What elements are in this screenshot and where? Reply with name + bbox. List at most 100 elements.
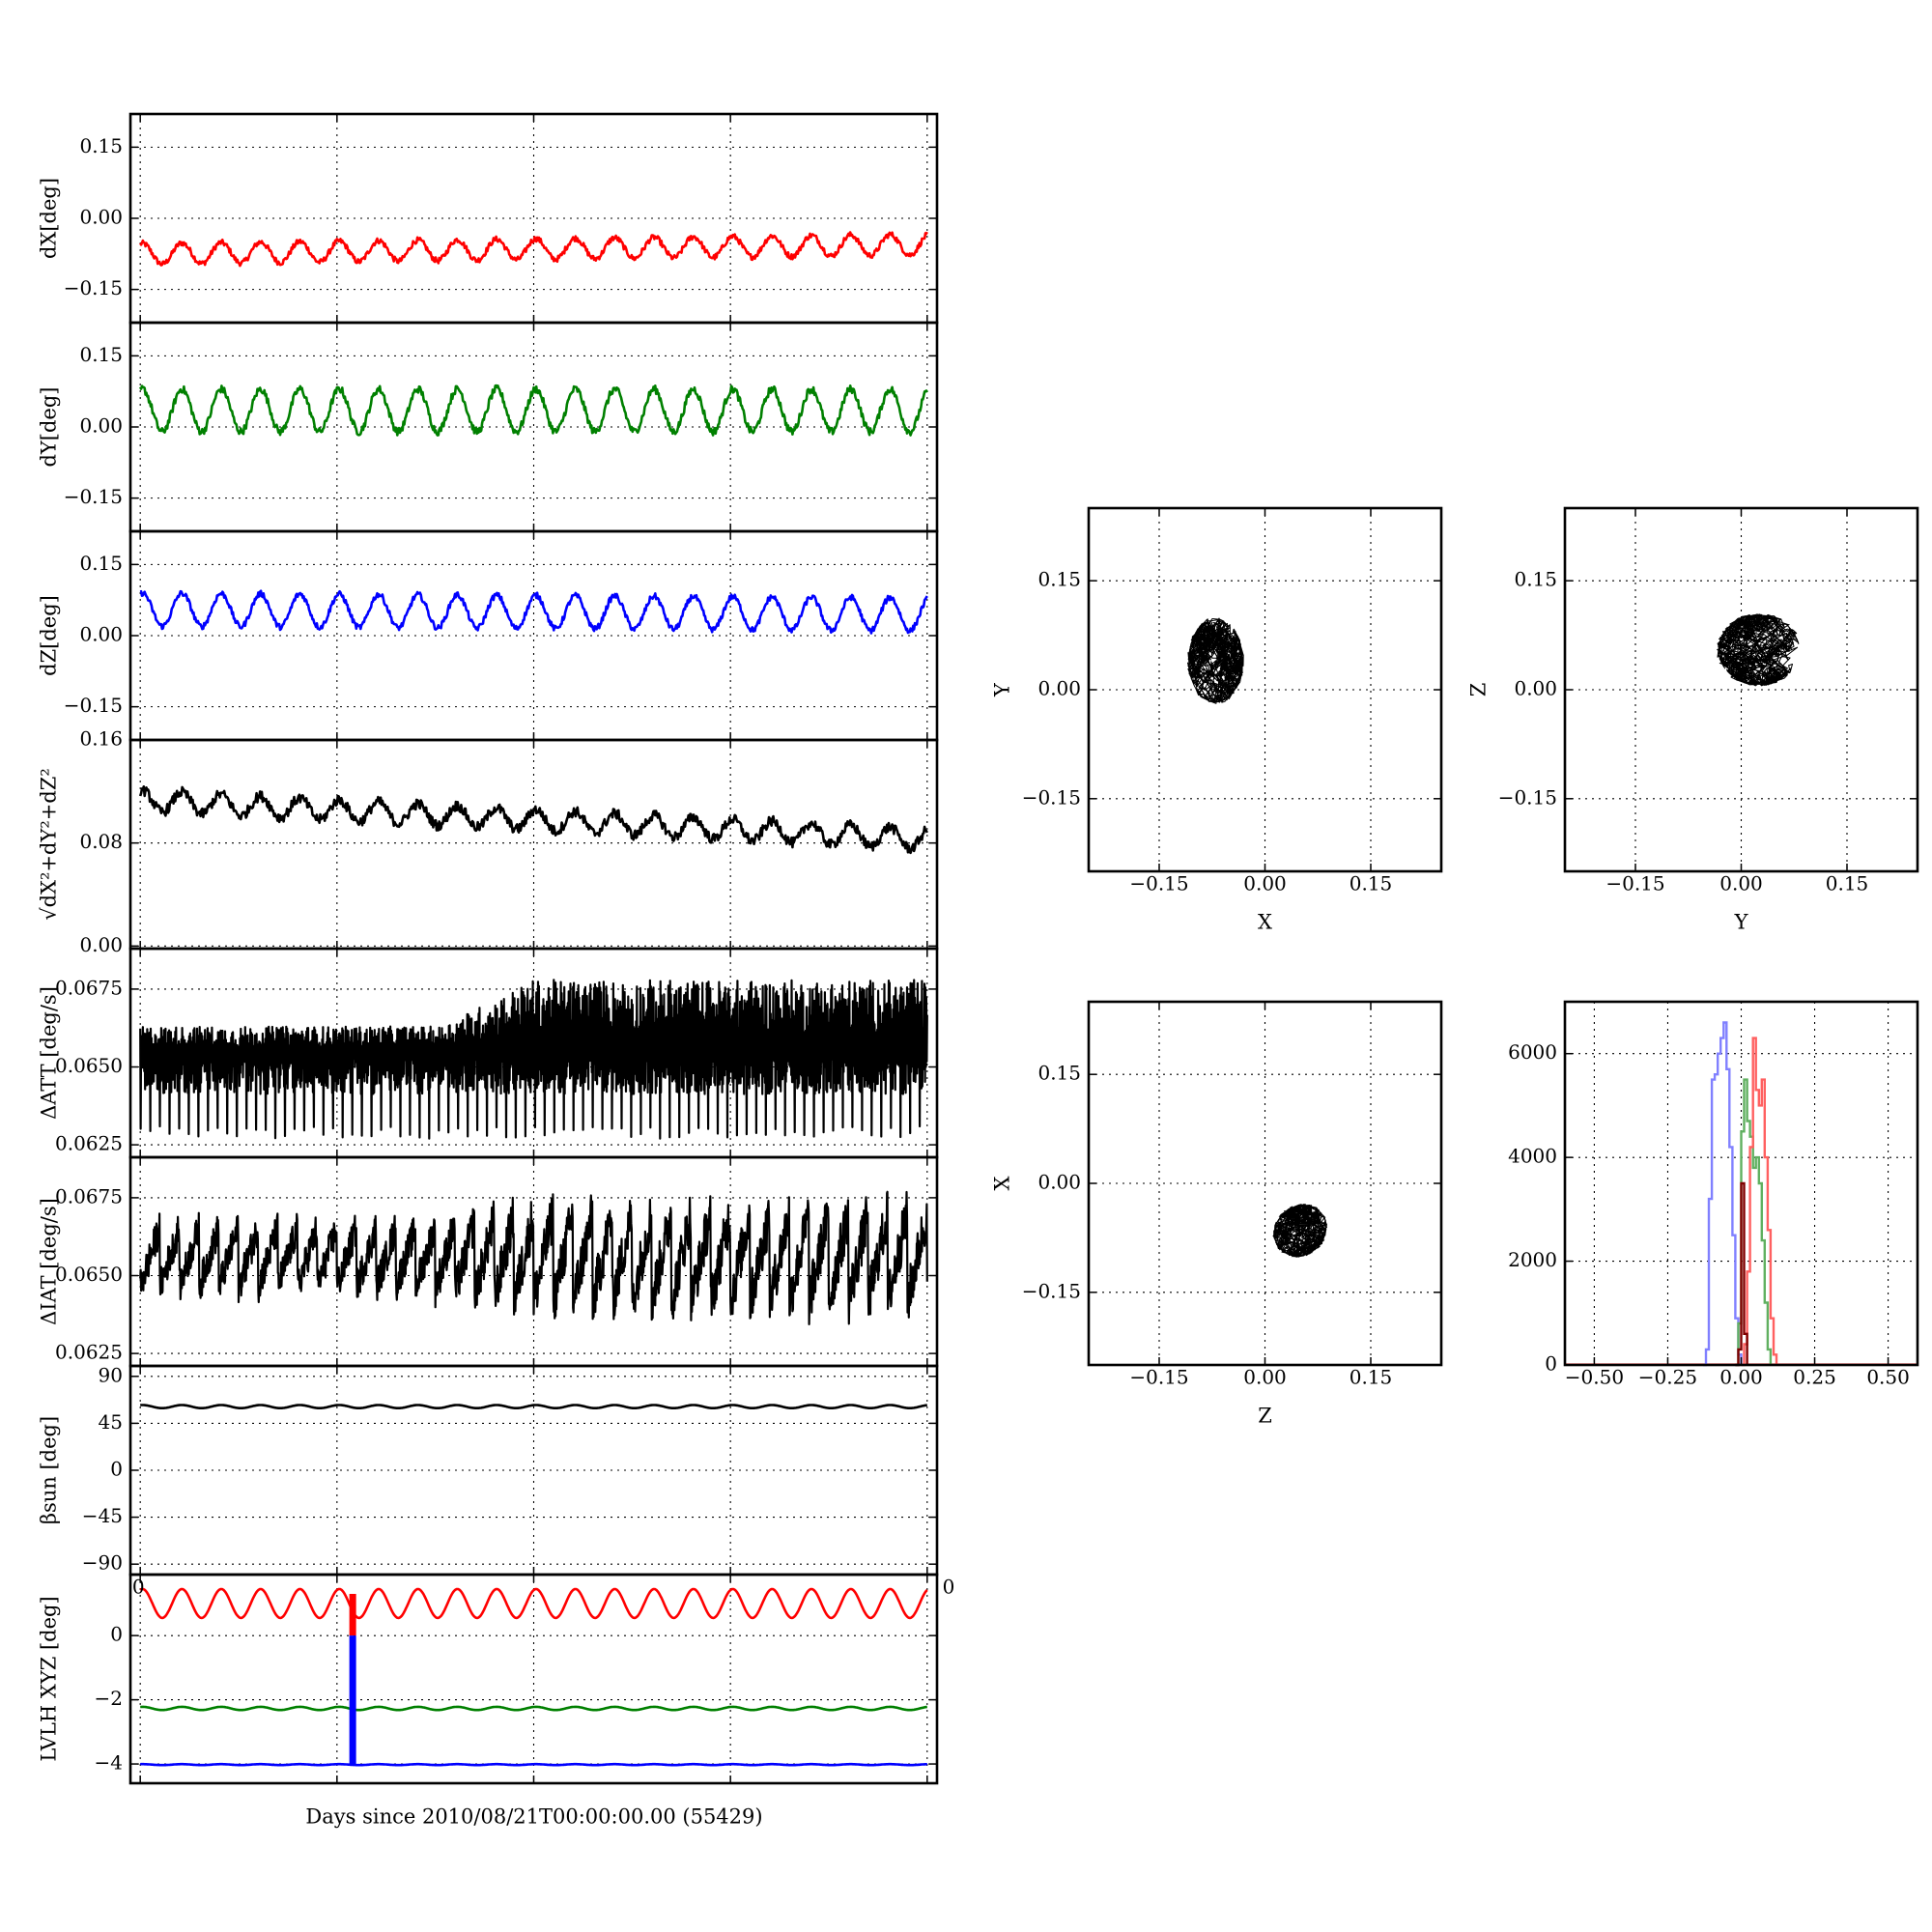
- histogram-series-2: [1735, 1078, 1773, 1367]
- x-tick-label: −0.15: [1129, 1366, 1188, 1389]
- histogram-series-1: [1703, 1021, 1743, 1367]
- y-axis-label: dX[deg]: [38, 178, 61, 259]
- y-tick-label: 0.0675: [55, 1184, 123, 1208]
- y-tick-label: 0.08: [79, 830, 123, 853]
- series-line-1: [139, 231, 928, 268]
- x-axis-label: Z: [1258, 1405, 1272, 1428]
- y-tick-label: 90: [99, 1363, 123, 1386]
- histogram-panel: −0.50 −0.25 0.00 0.25 0.50 6000 4000 2000 0: [1508, 1000, 1919, 1389]
- y-tick-label: 0: [110, 1623, 123, 1646]
- histogram-series-4: [1735, 1181, 1748, 1367]
- y-tick-label: 2000: [1508, 1248, 1557, 1271]
- series-line-3: [139, 1762, 928, 1767]
- scatter-trace: [1187, 617, 1244, 704]
- y-tick-label: 4000: [1508, 1145, 1557, 1168]
- y-tick-label: −0.15: [1022, 1279, 1081, 1302]
- y-tick-label: 0.00: [1037, 677, 1081, 700]
- timeseries-panel-5: 0.0675 0.0650 0.0625 ΔATT [deg/s]: [38, 947, 939, 1159]
- x-tick-label: −0.25: [1638, 1366, 1697, 1389]
- y-tick-label: 0.15: [79, 343, 123, 366]
- y-axis-label: βsun [deg]: [38, 1416, 61, 1524]
- x-tick-label: 0.15: [1826, 872, 1869, 895]
- x-tick-label: 0: [943, 1576, 955, 1599]
- scatter-trace: [1272, 1204, 1328, 1258]
- y-tick-label: 0.16: [79, 727, 123, 751]
- y-tick-label: 0.0675: [55, 976, 123, 999]
- timeseries-panel-8: 0 −2 −4 LVLH XYZ [deg] 0 0 Days since 2010/08/…: [38, 1573, 955, 1829]
- series-line-1: [139, 1190, 928, 1325]
- x-tick-label: 0.15: [1350, 872, 1393, 895]
- y-axis-label: √dX²+dY²+dZ²: [38, 768, 61, 921]
- y-tick-label: 0.0650: [55, 1263, 123, 1286]
- y-axis-label: Y: [991, 682, 1014, 697]
- timeseries-panel-6: 0.0675 0.0650 0.0625 ΔIAT [deg/s]: [38, 1155, 939, 1368]
- y-tick-label: 0.15: [1514, 568, 1557, 591]
- scatter-panel-3: −0.15 0.00 0.15 0.15 0.00 −0.15 Z X: [991, 1000, 1443, 1428]
- x-tick-label: −0.15: [1129, 872, 1188, 895]
- x-axis-label: X: [1258, 911, 1272, 934]
- timeseries-panel-4: 0.16 0.08 0.00 √dX²+dY²+dZ²: [38, 727, 939, 956]
- y-axis-label: ΔATT [deg/s]: [38, 986, 61, 1120]
- y-axis-label: X: [991, 1176, 1014, 1190]
- timeseries-panel-7: 90 45 0 −45 −90 βsun [deg]: [38, 1363, 939, 1577]
- y-tick-label: 0.00: [1037, 1171, 1081, 1194]
- x-tick-label: 0.00: [1719, 872, 1763, 895]
- y-tick-label: −90: [82, 1551, 123, 1575]
- x-axis-label: Y: [1734, 911, 1749, 934]
- y-tick-label: −0.15: [64, 694, 123, 717]
- x-tick-label: 0.00: [1243, 872, 1287, 895]
- y-tick-label: 0.15: [1037, 568, 1081, 591]
- series-line-1: [139, 1587, 928, 1620]
- y-tick-label: 0.0650: [55, 1054, 123, 1077]
- y-axis-label: Z: [1467, 683, 1491, 697]
- x-tick-label: −0.50: [1565, 1366, 1624, 1389]
- y-tick-label: −0.15: [1022, 785, 1081, 809]
- y-axis-label: LVLH XYZ [deg]: [38, 1596, 61, 1761]
- y-tick-label: 0.15: [79, 134, 123, 157]
- scatter-panel-1: −0.15 0.00 0.15 0.15 0.00 −0.15 X Y: [991, 506, 1443, 934]
- scatter-panel-2: −0.15 0.00 0.15 0.15 0.00 −0.15 Y Z: [1467, 506, 1919, 934]
- x-tick-label: 0.50: [1866, 1366, 1910, 1389]
- y-axis-label: ΔIAT [deg/s]: [38, 1198, 61, 1325]
- histogram-series-3: [1741, 1037, 1778, 1367]
- y-axis-label: dZ[deg]: [38, 595, 61, 676]
- y-tick-label: 0.00: [79, 414, 123, 438]
- y-tick-label: 45: [99, 1410, 123, 1434]
- series-line-1: [139, 979, 928, 1140]
- y-tick-label: 0.0625: [55, 1132, 123, 1155]
- y-tick-label: 0.00: [79, 206, 123, 229]
- x-axis-label: Days since 2010/08/21T00:00:00.00 (55429…: [305, 1805, 762, 1829]
- series-line-1: [138, 785, 928, 855]
- y-tick-label: 0.00: [1514, 677, 1557, 700]
- x-tick-label: 0.00: [1243, 1366, 1287, 1389]
- series-line-1: [139, 1404, 928, 1409]
- series-line-2: [139, 1705, 928, 1712]
- y-tick-label: −0.15: [1498, 785, 1557, 809]
- y-tick-label: −0.15: [64, 276, 123, 299]
- x-tick-label: −0.15: [1605, 872, 1664, 895]
- y-tick-label: 0.15: [1037, 1062, 1081, 1085]
- y-tick-label: 6000: [1508, 1040, 1557, 1064]
- series-line-1: [139, 589, 928, 635]
- x-tick-label: 0: [132, 1576, 145, 1599]
- y-tick-label: −4: [95, 1751, 123, 1775]
- y-tick-label: 0: [1545, 1352, 1557, 1376]
- y-tick-label: 0.0625: [55, 1341, 123, 1364]
- series-line-1: [139, 384, 928, 437]
- y-tick-label: 0.00: [79, 623, 123, 646]
- y-tick-label: −2: [95, 1687, 123, 1710]
- y-tick-label: 0.15: [79, 552, 123, 575]
- y-tick-label: −45: [82, 1504, 123, 1527]
- x-tick-label: 0.15: [1350, 1366, 1393, 1389]
- y-tick-label: −0.15: [64, 485, 123, 508]
- x-tick-label: 0.25: [1793, 1366, 1836, 1389]
- x-tick-label: 0.00: [1719, 1366, 1763, 1389]
- y-tick-label: 0.00: [79, 933, 123, 956]
- y-axis-label: dY[deg]: [38, 386, 61, 467]
- y-tick-label: 0: [110, 1458, 123, 1481]
- scatter-trace: [1717, 613, 1800, 687]
